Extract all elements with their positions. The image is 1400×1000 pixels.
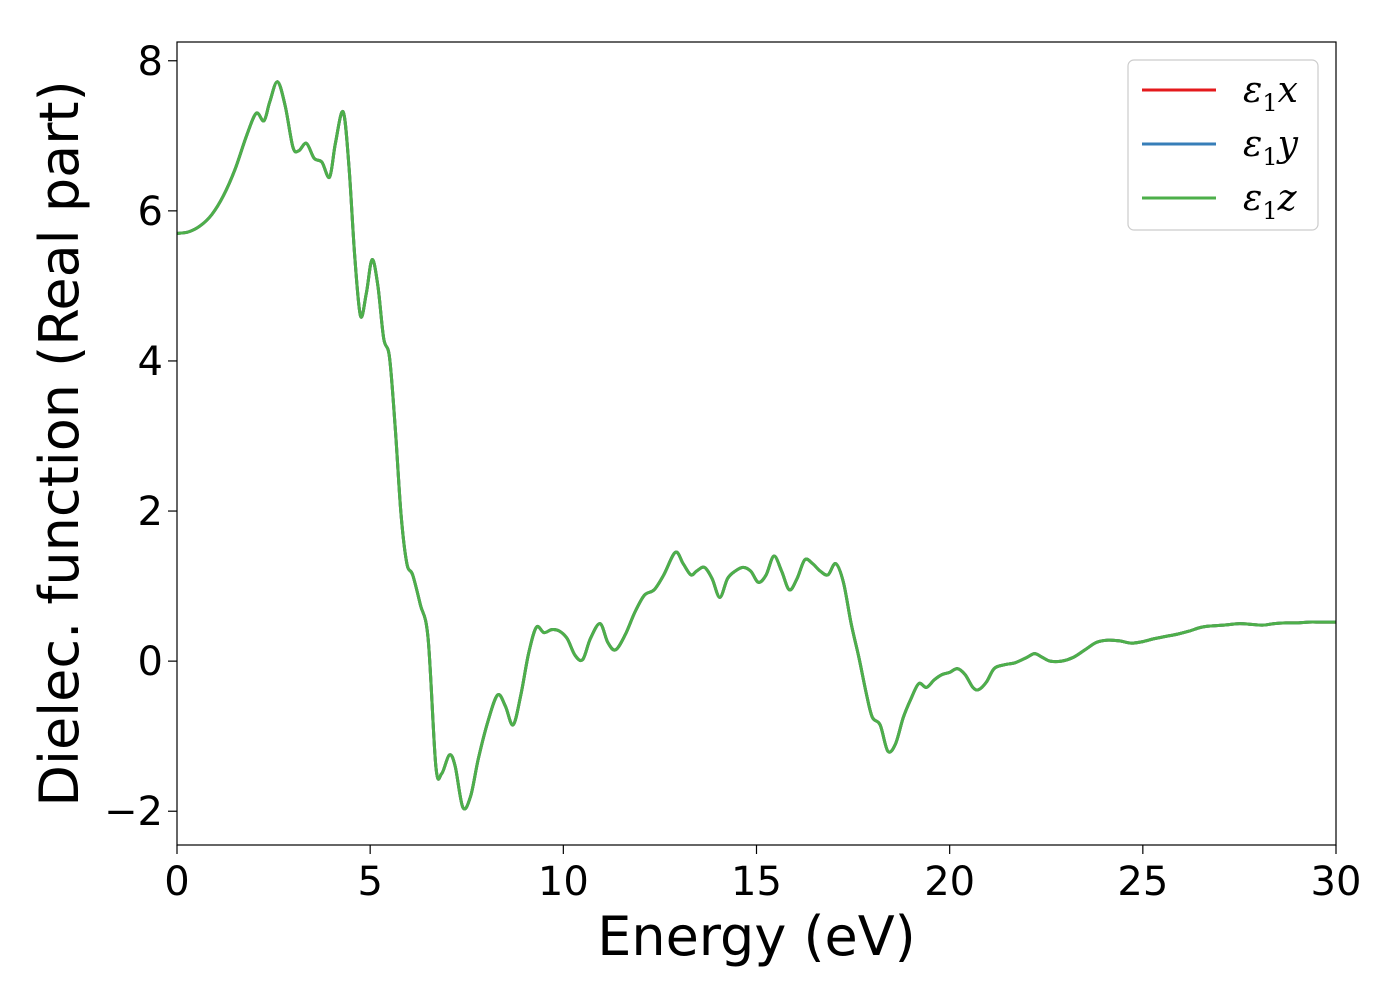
y-axis: −2 0 2 4 6 8 (104, 39, 177, 835)
y-tick-label: 4 (138, 339, 163, 385)
x-tick-label: 0 (164, 859, 189, 905)
legend-label: ε1z (1243, 178, 1298, 225)
legend-label: ε1x (1243, 70, 1298, 117)
y-tick-label: 8 (138, 39, 163, 85)
y-tick-label: 2 (138, 489, 163, 535)
legend: ε1x ε1y ε1z (1127, 59, 1319, 231)
y-tick-label: −2 (104, 789, 163, 835)
legend-box (1127, 59, 1319, 231)
x-tick-label: 10 (538, 859, 589, 905)
series-line-e1z (176, 80, 1336, 811)
x-tick-label: 30 (1311, 859, 1362, 905)
x-tick-label: 25 (1117, 859, 1168, 905)
y-tick-label: 6 (138, 189, 163, 235)
x-axis-title: Energy (eV) (597, 905, 916, 968)
x-axis: 0 5 10 15 20 25 30 (164, 845, 1361, 905)
x-tick-label: 15 (731, 859, 782, 905)
x-tick-label: 5 (357, 859, 382, 905)
legend-label: ε1y (1243, 124, 1299, 171)
y-axis-title: Dielec. function (Real part) (28, 80, 91, 806)
y-tick-label: 0 (138, 639, 163, 685)
x-tick-label: 20 (924, 859, 975, 905)
series-layer (176, 80, 1336, 811)
